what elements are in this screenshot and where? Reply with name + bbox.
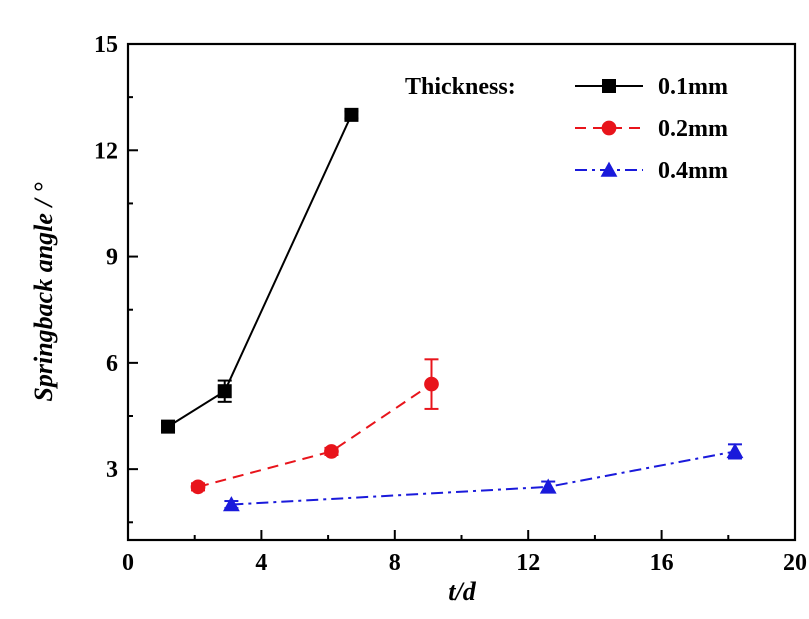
y-tick-label: 3 <box>106 457 118 483</box>
data-point <box>344 107 359 122</box>
data-point <box>217 384 232 399</box>
y-tick-label: 12 <box>94 138 118 164</box>
legend-label: 0.1mm <box>658 74 728 100</box>
axis-ticks: 0 4 8 12 16 20 3 6 9 12 15 <box>94 32 807 576</box>
data-point <box>424 376 439 392</box>
series-0.4mm <box>222 443 744 512</box>
legend-marker <box>602 79 616 93</box>
data-point <box>726 443 744 459</box>
y-tick-label: 6 <box>106 351 118 377</box>
x-tick-label: 4 <box>255 550 267 576</box>
x-tick-label: 20 <box>783 550 807 576</box>
legend-title: Thickness: <box>405 74 516 100</box>
legend-marker <box>601 120 617 136</box>
series-0.1mm <box>161 107 359 434</box>
legend-marker <box>600 161 618 177</box>
data-point <box>161 419 176 434</box>
series-0.2mm <box>190 358 439 495</box>
x-tick-label: 16 <box>650 550 674 576</box>
data-point <box>190 479 206 495</box>
y-tick-label: 15 <box>94 32 118 58</box>
y-tick-label: 9 <box>106 245 118 271</box>
x-tick-label: 12 <box>516 550 540 576</box>
y-axis-title: Springback angle / ° <box>29 182 58 402</box>
data-point <box>324 444 339 459</box>
plot-frame <box>126 42 797 542</box>
x-axis-title: t/d <box>448 577 476 606</box>
legend-label: 0.2mm <box>658 116 728 142</box>
data-point <box>222 496 240 512</box>
series-line <box>167 114 353 428</box>
x-tick-label: 8 <box>389 550 401 576</box>
x-tick-label: 0 <box>122 550 134 576</box>
data-point <box>539 478 557 494</box>
series-layer <box>161 107 744 512</box>
legend-label: 0.4mm <box>658 158 728 184</box>
series-line <box>231 450 736 506</box>
legend: Thickness: 0.1mm 0.2mm 0.4mm <box>405 74 728 184</box>
series-line <box>197 383 433 488</box>
